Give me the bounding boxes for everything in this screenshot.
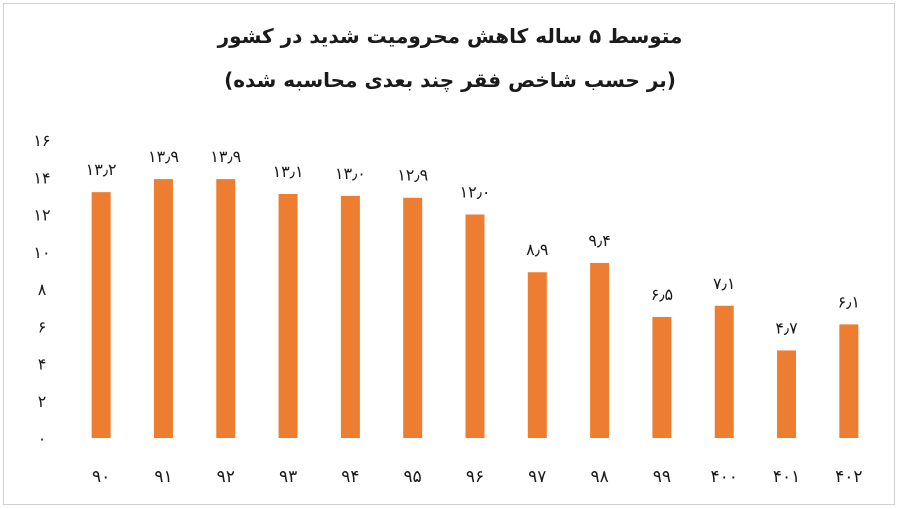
y-tick-label: ۱۲	[33, 206, 50, 225]
x-tick-label: ۹۸	[590, 467, 608, 487]
data-label: ۱۲٫۰	[460, 183, 491, 202]
y-axis: ۰ ۲ ۴ ۶ ۸ ۱۰ ۱۲ ۱۴ ۱۶	[33, 131, 50, 448]
bar-series	[91, 179, 859, 439]
y-tick-label: ۸	[38, 280, 47, 299]
data-label: ۱۳٫۲	[86, 160, 117, 179]
data-label: ۹٫۴	[588, 231, 610, 250]
x-tick-label: ۹۱	[154, 467, 172, 487]
bar	[153, 179, 173, 439]
x-tick-label: ۹۳	[279, 467, 297, 487]
y-tick-label: ۱۰	[33, 243, 50, 262]
x-tick-label: ۹۹	[653, 467, 671, 487]
bar	[839, 324, 859, 438]
data-labels: ۱۳٫۲ ۱۳٫۹ ۱۳٫۹ ۱۳٫۱ ۱۳٫۰ ۱۲٫۹ ۱۲٫۰ ۸٫۹ ۹٫۴ ۶٫۵ ۷٫۱…	[86, 147, 860, 337]
data-label: ۷٫۱	[713, 274, 735, 293]
data-label: ۶٫۱	[838, 292, 860, 311]
bar	[91, 192, 111, 438]
x-tick-label: ۹۷	[528, 467, 546, 487]
bar	[777, 350, 797, 438]
x-tick-label: ۹۶	[466, 467, 484, 487]
chart-frame	[3, 3, 895, 505]
data-label: ۱۳٫۹	[148, 147, 179, 166]
chart-subtitle: (بر حسب شاخص فقر چند بعدی محاسبه شده)	[224, 68, 676, 92]
y-tick-label: ۲	[38, 392, 47, 411]
bar	[590, 262, 610, 438]
data-label: ۱۳٫۰	[335, 164, 366, 183]
bar	[278, 194, 298, 438]
x-tick-label: ۹۲	[217, 467, 235, 487]
data-label: ۴٫۷	[775, 318, 798, 337]
x-tick-label: ۹۰	[92, 467, 110, 487]
x-tick-label: ۴۰۲	[835, 467, 862, 487]
bar	[216, 179, 236, 439]
x-tick-label: ۹۴	[341, 467, 359, 487]
y-tick-label: ۰	[38, 429, 47, 448]
chart-title: متوسط ۵ ساله کاهش محرومیت شدید در کشور	[217, 24, 683, 48]
data-label: ۶٫۵	[651, 285, 673, 304]
bar	[340, 195, 360, 438]
bar	[465, 214, 485, 438]
bar	[527, 272, 547, 438]
data-label: ۱۳٫۱	[273, 162, 304, 181]
y-tick-label: ۶	[38, 317, 47, 336]
x-tick-label: ۴۰۱	[773, 467, 800, 487]
data-label: ۱۲٫۹	[397, 166, 428, 185]
bar	[714, 305, 734, 438]
y-tick-label: ۴	[38, 355, 47, 374]
x-axis: ۹۰ ۹۱ ۹۲ ۹۳ ۹۴ ۹۵ ۹۶ ۹۷ ۹۸ ۹۹ ۴۰۰ ۴۰۱ ۴۰۲	[92, 467, 863, 487]
x-tick-label: ۹۵	[404, 467, 422, 487]
bar	[403, 197, 423, 438]
y-tick-label: ۱۶	[33, 131, 50, 150]
data-label: ۸٫۹	[526, 240, 548, 259]
bar	[652, 316, 672, 438]
x-tick-label: ۴۰۰	[711, 467, 738, 487]
y-tick-label: ۱۴	[33, 168, 50, 187]
data-label: ۱۳٫۹	[210, 147, 241, 166]
